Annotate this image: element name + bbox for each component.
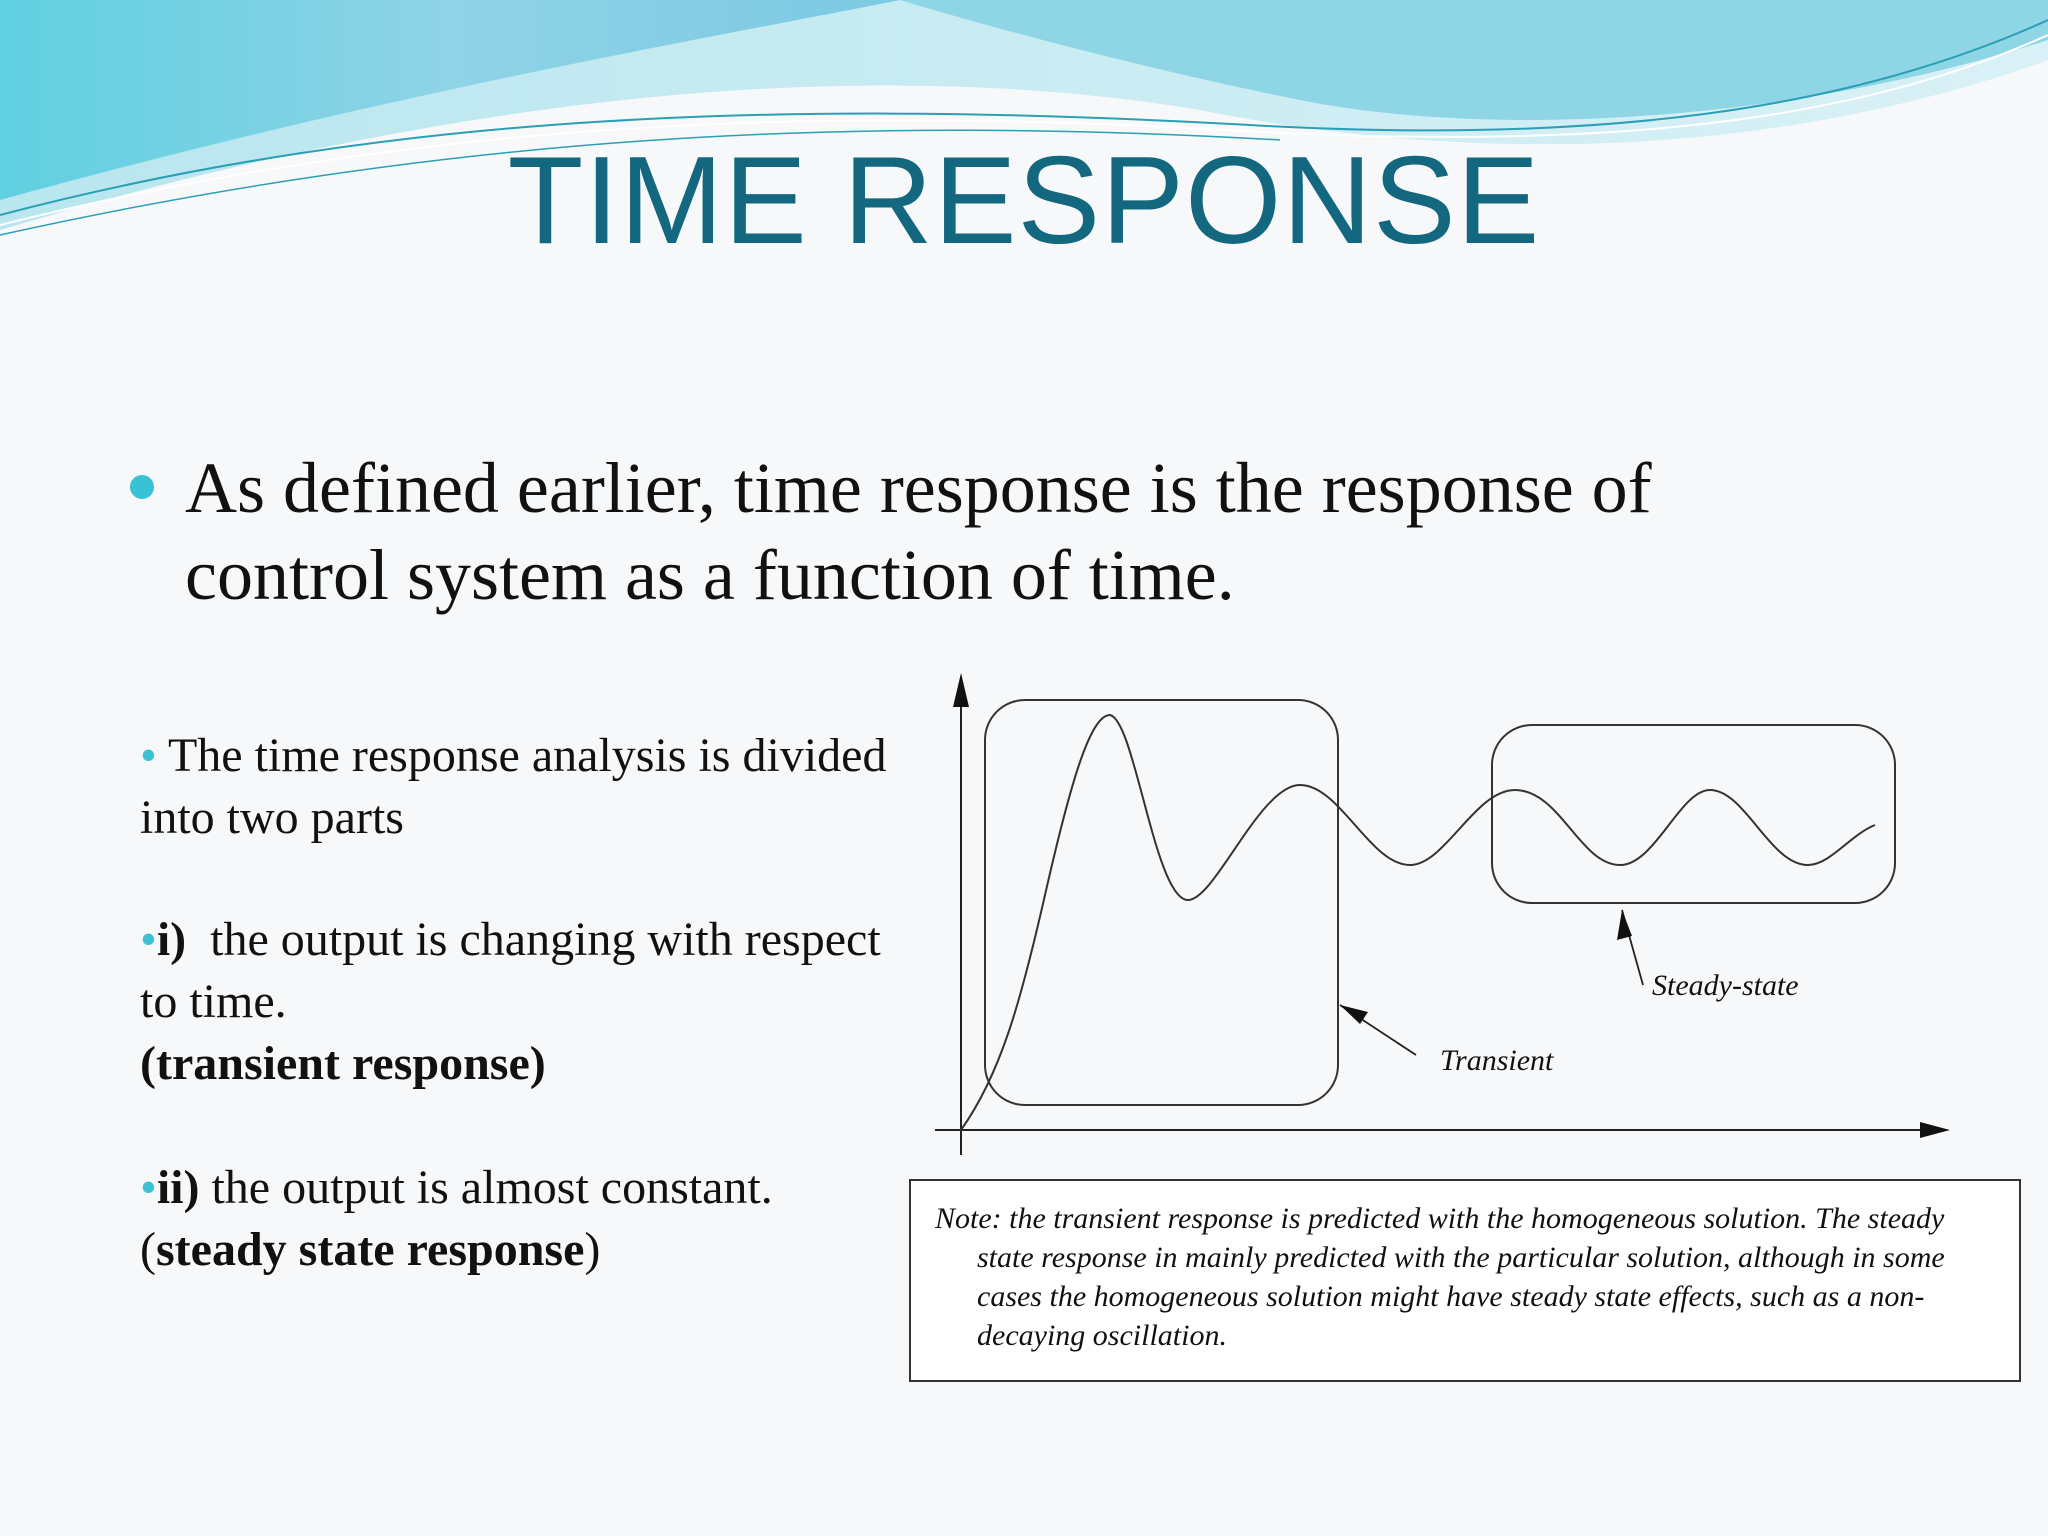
x-axis-arrow-icon	[1920, 1122, 1950, 1138]
part-two-paren-close: )	[584, 1223, 601, 1276]
transient-arrow-icon	[1340, 1005, 1368, 1024]
part-one-marker: i)	[156, 913, 187, 966]
small-bullet-icon: •	[140, 1161, 157, 1214]
y-axis-arrow-icon	[953, 673, 969, 707]
note-box: Note: the transient response is predicte…	[909, 1179, 2021, 1382]
transient-region-box	[984, 699, 1339, 1106]
transient-label: Transient	[1440, 1044, 1554, 1077]
steady-state-arrow-icon	[1617, 910, 1632, 940]
sub-intro: • The time response analysis is divided …	[140, 725, 900, 849]
part-two-marker: ii)	[156, 1161, 200, 1214]
small-bullet-icon: •	[140, 913, 157, 966]
bullet-dot-icon	[130, 475, 154, 499]
small-bullet-icon: •	[140, 729, 168, 782]
part-two-text: the output is almost constant.	[211, 1161, 773, 1214]
part-one-text: the output is changing with respect to t…	[140, 913, 881, 1028]
main-bullet-text: As defined earlier, time response is the…	[185, 448, 1652, 615]
slide-title: TIME RESPONSE	[507, 132, 1541, 270]
time-response-diagram: Transient Steady-state	[935, 673, 1950, 1155]
steady-state-region-box	[1491, 724, 1896, 904]
response-curve	[960, 713, 1876, 1131]
part-two-label: steady state response	[155, 1223, 585, 1276]
part-two: •ii) the output is almost constant. (stea…	[140, 1157, 900, 1281]
header-wave-decoration	[0, 0, 2048, 236]
sub-intro-text: The time response analysis is divided in…	[140, 729, 887, 844]
part-one-label: (transient response)	[140, 1037, 546, 1090]
part-one: •i) the output is changing with respect …	[140, 909, 900, 1095]
steady-state-label: Steady-state	[1652, 969, 1799, 1002]
parts-description: • The time response analysis is divided …	[140, 725, 900, 1281]
part-two-paren-open: (	[140, 1223, 156, 1276]
